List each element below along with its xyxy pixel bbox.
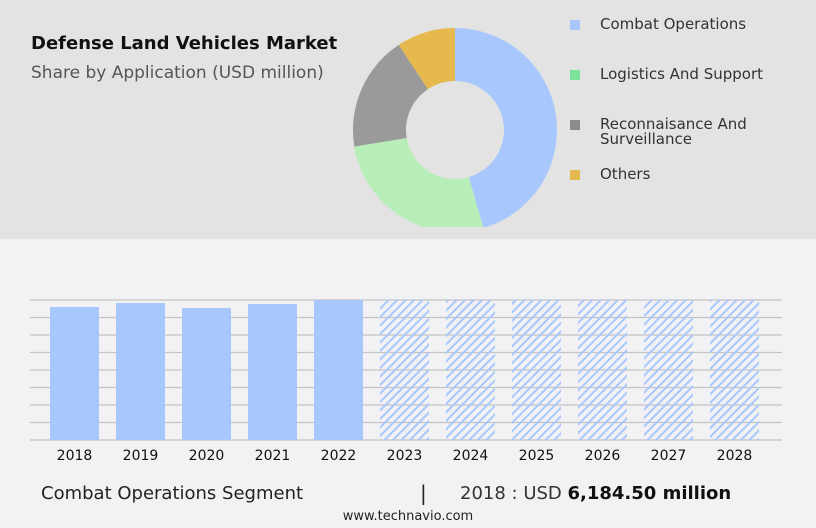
x-tick-label: 2028 [717, 448, 753, 464]
bar-2018 [50, 307, 99, 440]
legend-swatch [570, 20, 580, 30]
bar-2024 [446, 300, 495, 440]
bar-2025 [512, 300, 561, 440]
bar-chart: 2018 2019 2020 2021 2022 2023 2024 2025 2026 2027… [30, 299, 782, 464]
bar-2019 [116, 303, 165, 440]
website-link[interactable]: www.technavio.com [342, 509, 474, 524]
x-tick-label: 2020 [189, 448, 225, 464]
legend-label: Others [600, 165, 651, 183]
legend-swatch [570, 70, 580, 80]
x-tick-label: 2025 [519, 448, 555, 464]
bar-2028 [710, 300, 759, 440]
bar-2022 [314, 300, 363, 440]
bar-2026 [578, 300, 627, 440]
x-tick-label: 2019 [123, 448, 159, 464]
x-tick-label: 2018 [57, 448, 93, 464]
chart-title: Defense Land Vehicles Market [31, 33, 338, 54]
x-tick-label: 2023 [387, 448, 423, 464]
donut-slice-3 [398, 28, 455, 90]
x-tick-label: 2022 [321, 448, 357, 464]
separator: | [420, 481, 427, 505]
legend-swatch [570, 120, 580, 130]
segment-value: 2018 : USD 6,184.50 million [460, 483, 731, 504]
bar-2021 [248, 304, 297, 440]
value-text: 6,184.50 million [567, 483, 732, 504]
x-tick-label: 2024 [453, 448, 489, 464]
donut-slice-0 [455, 28, 557, 227]
bar-2027 [644, 300, 693, 440]
donut-chart [353, 28, 557, 227]
segment-label: Combat Operations Segment [41, 483, 304, 504]
legend-label: Logistics And Support [600, 65, 764, 83]
chart-subtitle: Share by Application (USD million) [31, 63, 324, 83]
x-tick-label: 2026 [585, 448, 621, 464]
donut-slice-1 [354, 137, 484, 227]
legend-swatch [570, 170, 580, 180]
legend-label: Reconnaisance And Surveillance [600, 115, 747, 148]
bar-2020 [182, 308, 231, 440]
bar-2023 [380, 300, 429, 440]
donut-slice-2 [353, 44, 428, 147]
legend-label: Combat Operations [600, 15, 747, 33]
year-label: 2018 : USD [460, 483, 568, 504]
x-tick-label: 2027 [651, 448, 687, 464]
x-tick-label: 2021 [255, 448, 291, 464]
